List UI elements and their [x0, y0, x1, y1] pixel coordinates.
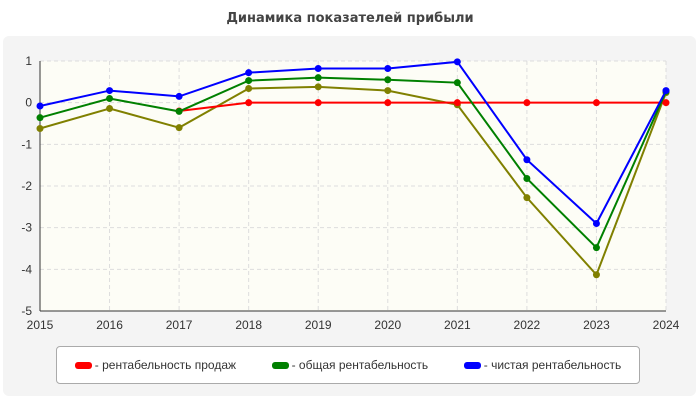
data-point: [245, 77, 253, 85]
data-point: [106, 105, 114, 112]
x-tick-label: 2017: [166, 318, 193, 332]
data-point: [245, 85, 253, 92]
data-point: [175, 124, 183, 132]
legend-item-total: - общая рентабельность: [271, 358, 429, 372]
data-point: [523, 156, 531, 164]
data-point: [662, 87, 670, 95]
data-point: [106, 87, 114, 95]
data-point: [384, 65, 392, 72]
data-point: [36, 102, 44, 110]
y-tick-label: 1: [25, 54, 32, 68]
data-point: [592, 244, 600, 252]
data-point: [175, 92, 183, 100]
legend: - рентабельность продаж - общая рентабел…: [56, 346, 640, 384]
data-point: [384, 99, 392, 107]
data-point: [453, 99, 461, 107]
legend-label: - общая рентабельность: [291, 358, 429, 372]
x-tick-label: 2022: [514, 318, 541, 332]
y-tick-label: -4: [21, 262, 32, 276]
data-point: [384, 87, 392, 95]
series-line: [39, 85, 667, 277]
x-tick-label: 2020: [374, 318, 401, 332]
x-tick-label: 2019: [305, 318, 332, 332]
data-point: [175, 107, 183, 115]
y-tick-label: -2: [21, 179, 32, 193]
legend-label: - рентабельность продаж: [94, 358, 237, 372]
data-point: [523, 175, 531, 182]
data-point: [592, 271, 600, 279]
series-line: [178, 101, 666, 112]
x-tick-label: 2016: [96, 318, 123, 332]
y-tick-label: -1: [21, 137, 32, 151]
data-point: [106, 95, 114, 102]
x-tick-label: 2023: [583, 318, 610, 332]
data-point: [314, 74, 322, 82]
data-point: [245, 69, 253, 77]
data-point: [453, 58, 461, 66]
data-point: [662, 99, 670, 107]
data-point: [453, 79, 461, 87]
legend-swatch: [271, 361, 289, 369]
data-point: [384, 76, 392, 84]
legend-item-sales: - рентабельность продаж: [74, 358, 237, 372]
legend-label: - чистая рентабельность: [483, 358, 622, 372]
data-point: [245, 99, 253, 107]
data-point: [314, 65, 322, 72]
data-point: [314, 83, 322, 91]
series-line: [39, 76, 667, 250]
data-point: [523, 99, 531, 107]
data-point: [36, 125, 44, 132]
chart-title: Динамика показателей прибыли: [226, 11, 474, 26]
legend-swatch: [463, 361, 481, 369]
series-line: [39, 60, 667, 226]
x-tick-label: 2018: [235, 318, 262, 332]
y-tick-label: 0: [25, 96, 32, 110]
legend-swatch: [74, 361, 92, 369]
legend-item-net: - чистая рентабельность: [463, 358, 622, 372]
data-point: [523, 194, 531, 202]
x-tick-label: 2015: [27, 318, 54, 332]
data-point: [314, 99, 322, 107]
y-tick-label: -3: [21, 221, 32, 235]
x-tick-label: 2024: [653, 318, 680, 332]
x-tick-label: 2021: [444, 318, 471, 332]
data-point: [592, 220, 600, 227]
y-tick-label: -5: [21, 304, 32, 318]
data-point: [592, 99, 600, 107]
data-point: [36, 114, 44, 122]
